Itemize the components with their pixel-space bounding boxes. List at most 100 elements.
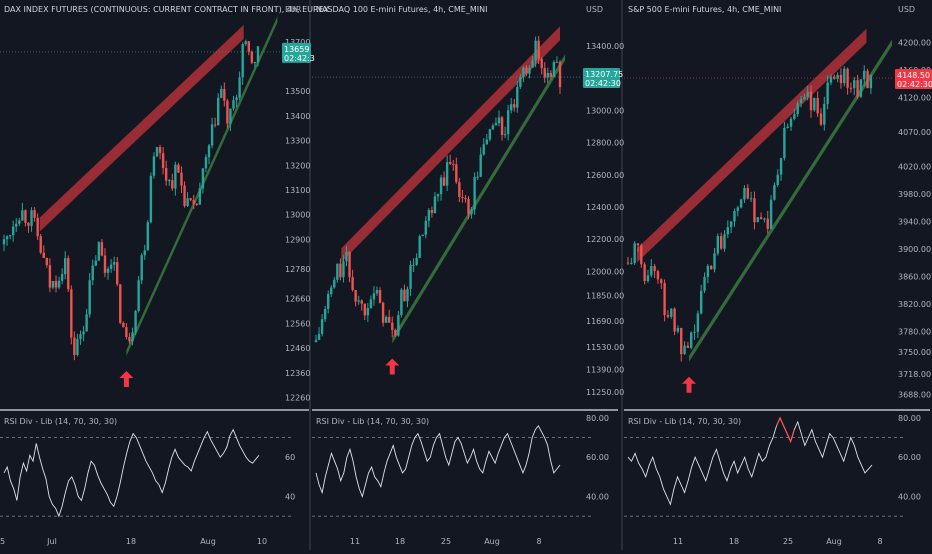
y-tick-label: 3820.00 [898, 300, 931, 309]
candle-body [766, 218, 769, 229]
candle-body [2, 239, 6, 245]
candle-body [630, 263, 633, 265]
y-tick-label: 13500 [285, 87, 310, 96]
candle-body [461, 196, 464, 198]
candle-body [5, 236, 9, 240]
candle-body [201, 168, 205, 189]
y-tick-label: 13400.00 [586, 42, 624, 51]
rsi-y-tick: 80.00 [586, 414, 609, 423]
candle-body [189, 198, 192, 201]
last-price-value: 13659 [284, 45, 309, 54]
candle-body [445, 162, 449, 186]
arrow-up-icon [119, 371, 134, 388]
candle-body [204, 157, 208, 169]
chart-panel-2: NASDAQ 100 E-mini Futures, 4h, CME_MINI U… [312, 5, 624, 546]
candle-body [540, 58, 543, 69]
candle-body [354, 290, 357, 302]
candle-body [406, 288, 409, 302]
candle-body [125, 327, 128, 338]
candle-body [819, 113, 823, 125]
axis-currency: USD [898, 5, 915, 14]
candle-body [656, 271, 660, 280]
candle-body [796, 103, 799, 115]
y-tick-label: 12360 [285, 369, 310, 378]
candle-body [76, 338, 79, 355]
candle-body [476, 176, 479, 178]
candle-body [339, 263, 342, 278]
candle-body [433, 196, 437, 214]
candle-body [522, 67, 525, 78]
candle-body [680, 327, 683, 355]
arrow-up-icon [385, 358, 400, 375]
y-tick-label: 4070.00 [898, 128, 931, 137]
candle-body [442, 177, 446, 186]
countdown-value: 02:42:30 [897, 80, 932, 89]
candle-body [241, 44, 244, 78]
candle-body [360, 300, 363, 304]
candle-body [94, 260, 97, 266]
candle-body [30, 210, 33, 226]
x-tick-label: 18 [395, 537, 405, 546]
candle-body [829, 76, 833, 83]
y-tick-label: 12260 [285, 394, 310, 403]
candle-body [21, 210, 24, 221]
candle-body [799, 99, 803, 104]
candle-body [97, 242, 101, 261]
countdown-value: 02:42:30 [585, 79, 621, 88]
candle-body [85, 314, 88, 332]
candle-body [733, 211, 736, 222]
x-tick-label: 8 [877, 537, 882, 546]
candle-body [816, 97, 819, 114]
candle-body [653, 266, 656, 272]
x-tick-label: 18 [729, 537, 739, 546]
candle-body [412, 264, 415, 266]
candle-body [106, 268, 110, 273]
y-tick-label: 4020.00 [898, 162, 931, 171]
candle-body [826, 82, 829, 104]
rsi-line [3, 428, 260, 518]
candle-body [673, 308, 676, 332]
y-tick-label: 13100 [285, 186, 310, 195]
candle-body [180, 172, 183, 186]
candle-body [171, 180, 174, 189]
y-tick-label: 13000 [285, 211, 310, 220]
candle-body [67, 258, 70, 290]
candle-body [119, 284, 122, 323]
candle-body [152, 156, 156, 176]
candle-body [736, 207, 739, 212]
candle-body [739, 199, 743, 208]
candle-body [403, 289, 406, 302]
candle-body [11, 226, 15, 236]
candle-body [528, 67, 531, 74]
candle-body [686, 345, 690, 348]
candle-body [391, 322, 394, 330]
candle-body [558, 61, 562, 88]
candle-body [378, 289, 382, 303]
candle-body [33, 210, 36, 218]
candle-body [217, 97, 220, 126]
candle-body [479, 154, 482, 177]
candle-body [430, 210, 434, 214]
last-price-tag [583, 68, 620, 89]
candle-body [336, 263, 339, 280]
candle-body [779, 158, 783, 175]
candle-body [633, 243, 636, 264]
candle-body [369, 299, 373, 308]
candle-body [458, 182, 461, 197]
candle-body [497, 117, 501, 124]
candle-body [519, 77, 522, 87]
y-tick-label: 3688.00 [898, 391, 931, 400]
countdown-value: 02:42:3 [284, 54, 315, 63]
x-tick-label: 11 [350, 537, 360, 546]
y-tick-label: 12780 [285, 265, 310, 274]
candle-body [73, 337, 76, 355]
candle-body [253, 62, 257, 64]
candle-body [537, 40, 540, 59]
candle-body [158, 147, 162, 154]
candle-body [333, 279, 336, 288]
arrow-up-icon [682, 376, 696, 393]
candle-body [763, 218, 766, 220]
candle-body [27, 222, 30, 226]
y-tick-label: 12800.00 [586, 139, 624, 148]
candle-body [18, 220, 21, 224]
